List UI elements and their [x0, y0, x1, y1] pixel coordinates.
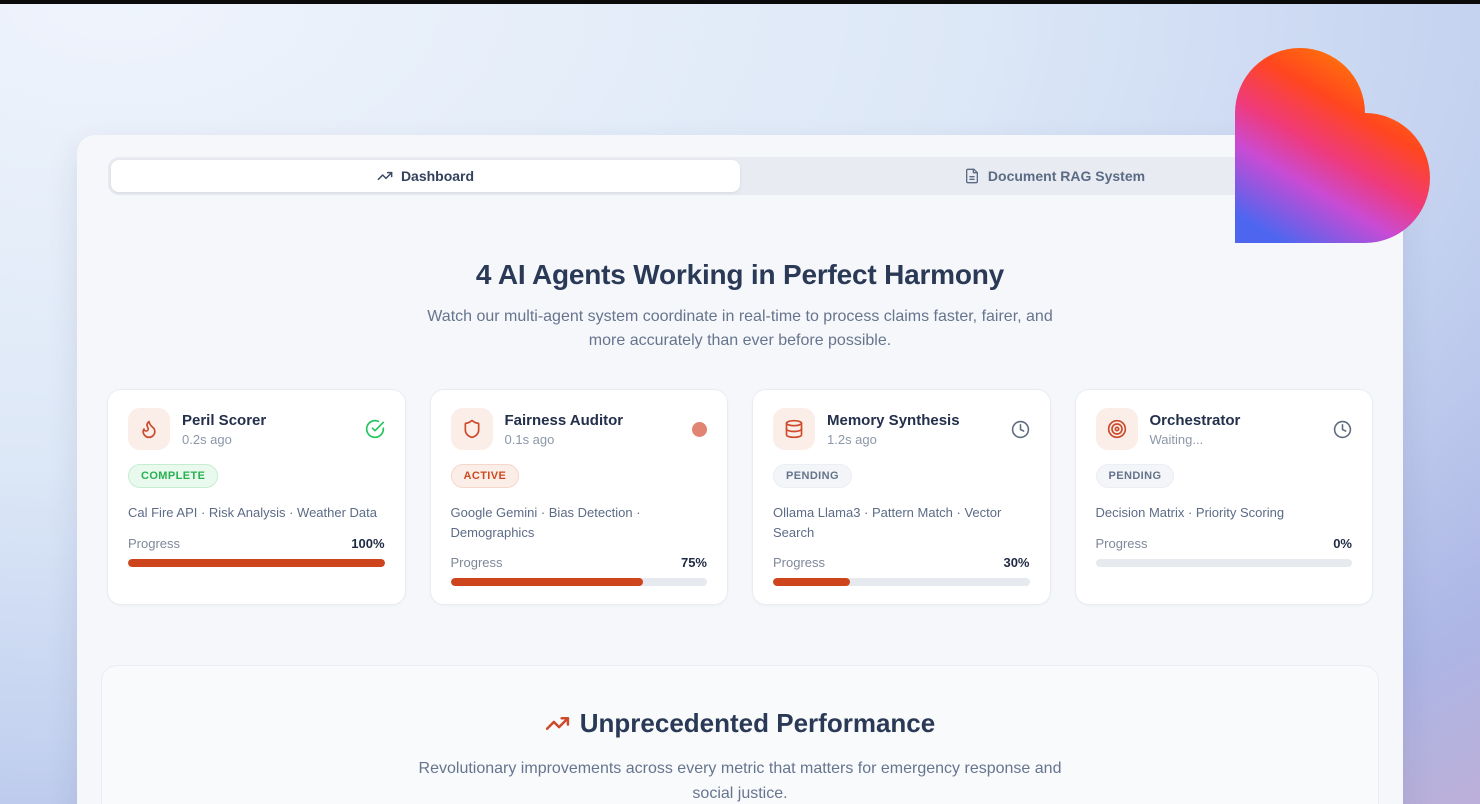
progress-fill	[773, 578, 850, 586]
progress-fill	[450, 578, 643, 586]
tab-document-rag-label: Document RAG System	[987, 168, 1146, 184]
window-top-bar	[0, 0, 1480, 4]
agent-card-memory-synthesis: Memory Synthesis 1.2s ago PENDING Ollama…	[752, 389, 1051, 605]
progress-row: Progress 75%	[451, 555, 708, 570]
agent-card-fairness-auditor: Fairness Auditor 0.1s ago ACTIVE Google …	[429, 389, 728, 605]
check-circle-icon	[365, 419, 385, 439]
flame-icon	[128, 408, 170, 450]
progress-row: Progress 30%	[773, 555, 1030, 570]
agent-tools: Google Gemini · Bias Detection · Demogra…	[450, 505, 641, 540]
agent-head-text: Orchestrator Waiting...	[1150, 412, 1241, 447]
progress-percent: 0%	[1333, 535, 1352, 551]
progress-track	[1095, 558, 1352, 567]
progress-fill	[128, 558, 385, 567]
status-badge-row: ACTIVE	[450, 464, 708, 488]
progress-percent: 30%	[1003, 555, 1030, 570]
status-badge-row: COMPLETE	[128, 464, 385, 488]
trending-up-icon	[545, 711, 570, 736]
agent-card-peril-scorer: Peril Scorer 0.2s ago COMPLETE Cal Fire …	[107, 389, 406, 605]
agent-cards-row: Peril Scorer 0.2s ago COMPLETE Cal Fire …	[107, 389, 1373, 605]
hero-section: 4 AI Agents Working in Perfect Harmony W…	[77, 259, 1403, 353]
performance-title: Unprecedented Performance	[579, 708, 936, 738]
progress-label: Progress	[773, 555, 826, 570]
progress-percent: 100%	[351, 535, 385, 551]
agent-card-header: Fairness Auditor 0.1s ago	[450, 408, 707, 450]
progress-row: Progress 100%	[128, 536, 385, 551]
status-badge: PENDING	[773, 464, 852, 488]
target-icon	[1095, 408, 1138, 450]
progress-track	[450, 578, 707, 586]
pulse-dot-icon	[692, 421, 707, 437]
progress-row: Progress 0%	[1096, 536, 1353, 551]
agent-card-header: Peril Scorer 0.2s ago	[128, 408, 385, 450]
status-badge: ACTIVE	[450, 464, 520, 488]
clock-icon	[1011, 420, 1030, 439]
page-title: 4 AI Agents Working in Perfect Harmony	[475, 259, 1005, 290]
agent-name: Memory Synthesis	[827, 411, 960, 429]
agent-tools: Ollama Llama3 · Pattern Match · Vector S…	[773, 505, 1002, 540]
agent-name: Peril Scorer	[182, 411, 267, 429]
progress-track	[128, 558, 385, 567]
agent-tools: Decision Matrix · Priority Scoring	[1095, 505, 1285, 520]
progress-label: Progress	[450, 555, 503, 570]
agent-tools: Cal Fire API · Risk Analysis · Weather D…	[128, 505, 378, 520]
clock-icon	[1333, 420, 1352, 439]
agent-head-text: Fairness Auditor 0.1s ago	[505, 412, 624, 447]
tab-document-rag-system[interactable]: Document RAG System	[740, 160, 1369, 192]
agent-card-header: Memory Synthesis 1.2s ago	[773, 408, 1030, 450]
brand-heart-logo	[1235, 48, 1430, 243]
agent-head-text: Peril Scorer 0.2s ago	[182, 412, 266, 447]
status-badge-row: PENDING	[773, 464, 1030, 488]
status-badge-row: PENDING	[1095, 464, 1353, 488]
agent-card-orchestrator: Orchestrator Waiting... PENDING Decision…	[1074, 389, 1373, 605]
tab-dashboard[interactable]: Dashboard	[111, 160, 740, 192]
main-panel: Dashboard Document RAG System 4 AI Agent…	[77, 135, 1403, 804]
database-icon	[773, 408, 815, 450]
progress-label: Progress	[128, 535, 181, 551]
progress-track	[773, 578, 1030, 586]
agent-name: Fairness Auditor	[504, 411, 624, 429]
trending-up-icon	[377, 168, 393, 184]
file-text-icon	[964, 168, 980, 184]
agent-last-update: Waiting...	[1149, 431, 1204, 447]
progress-label: Progress	[1095, 535, 1148, 551]
performance-subtitle: Revolutionary improvements across every …	[418, 760, 1062, 802]
agent-last-update: 0.2s ago	[182, 431, 232, 447]
agent-name: Orchestrator	[1149, 411, 1241, 429]
agent-last-update: 1.2s ago	[827, 431, 877, 447]
agent-head-text: Memory Synthesis 1.2s ago	[827, 412, 960, 447]
shield-icon	[450, 408, 493, 450]
agent-last-update: 0.1s ago	[504, 431, 555, 447]
status-badge: COMPLETE	[128, 464, 219, 488]
agent-card-header: Orchestrator Waiting...	[1095, 408, 1353, 450]
tab-bar: Dashboard Document RAG System	[108, 157, 1372, 195]
status-badge: PENDING	[1095, 464, 1175, 488]
progress-percent: 75%	[680, 555, 707, 570]
tab-dashboard-label: Dashboard	[400, 168, 475, 184]
page-subtitle: Watch our multi-agent system coordinate …	[427, 308, 1053, 349]
performance-section: Unprecedented Performance Revolutionary …	[101, 665, 1379, 804]
performance-title-row: Unprecedented Performance	[142, 708, 1338, 739]
